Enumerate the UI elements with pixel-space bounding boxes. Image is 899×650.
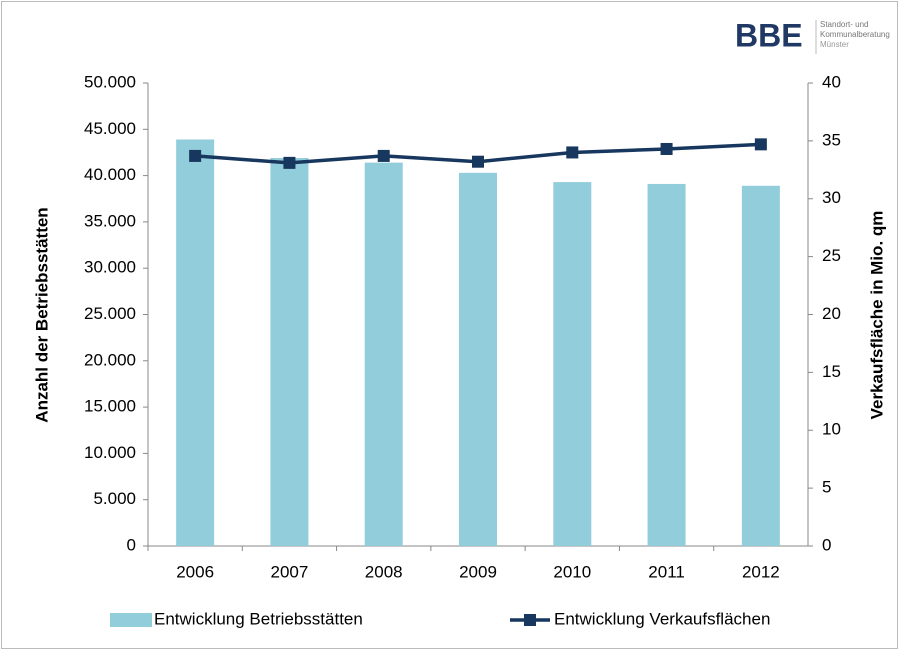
x-tick-label: 2008	[365, 562, 403, 581]
bar	[364, 162, 403, 547]
y-tick-label: 40.000	[84, 165, 136, 184]
y2-tick-label: 35	[822, 130, 841, 149]
y2-tick-label: 15	[822, 362, 841, 381]
logo-text: Münster	[820, 40, 849, 49]
bar	[459, 172, 497, 546]
x-tick-label: 2009	[459, 562, 497, 581]
marker	[754, 138, 767, 151]
legend-swatch	[524, 614, 536, 626]
x-tick-label: 2012	[742, 562, 780, 581]
x-tick-label: 2006	[176, 562, 214, 581]
marker	[566, 146, 579, 159]
logo-text: Kommunalberatung	[820, 30, 890, 39]
bar	[647, 183, 686, 546]
legend-label: Entwicklung Verkaufsflächen	[554, 609, 770, 628]
marker	[377, 149, 390, 162]
logo-text: Standort- und	[820, 20, 868, 29]
y-tick-label: 25.000	[84, 304, 136, 323]
y2-tick-label: 0	[822, 535, 831, 554]
x-tick-label: 2007	[271, 562, 309, 581]
y-tick-label: 35.000	[84, 211, 136, 230]
y2-tick-label: 5	[822, 478, 831, 497]
y-tick-label: 10.000	[84, 443, 136, 462]
y2-tick-label: 40	[822, 72, 841, 91]
y2-tick-label: 30	[822, 188, 841, 207]
marker	[660, 142, 673, 155]
bar	[741, 185, 780, 546]
y2-axis-label: Verkaufsfläche in Mio. qm	[867, 211, 886, 420]
y-tick-label: 0	[127, 535, 136, 554]
bar	[553, 182, 592, 546]
logo-name: BBE	[735, 17, 803, 53]
x-tick-label: 2011	[648, 562, 685, 581]
bar	[176, 139, 215, 546]
legend-label: Entwicklung Betriebsstätten	[154, 609, 363, 628]
y-tick-label: 20.000	[84, 350, 136, 369]
y2-tick-label: 20	[822, 304, 841, 323]
bar	[270, 158, 309, 547]
marker	[283, 156, 296, 169]
marker	[472, 155, 484, 168]
y-tick-label: 50.000	[84, 72, 136, 91]
y-tick-label: 5.000	[93, 489, 136, 508]
y-tick-label: 45.000	[84, 119, 136, 138]
y-tick-label: 15.000	[84, 397, 136, 416]
y2-tick-label: 10	[822, 420, 841, 439]
y2-tick-label: 25	[822, 246, 841, 265]
y-axis-label: Anzahl der Betriebsstätten	[32, 207, 51, 422]
x-tick-label: 2010	[553, 562, 591, 581]
marker	[189, 149, 202, 162]
y-tick-label: 30.000	[84, 258, 136, 277]
legend-swatch	[110, 613, 152, 627]
